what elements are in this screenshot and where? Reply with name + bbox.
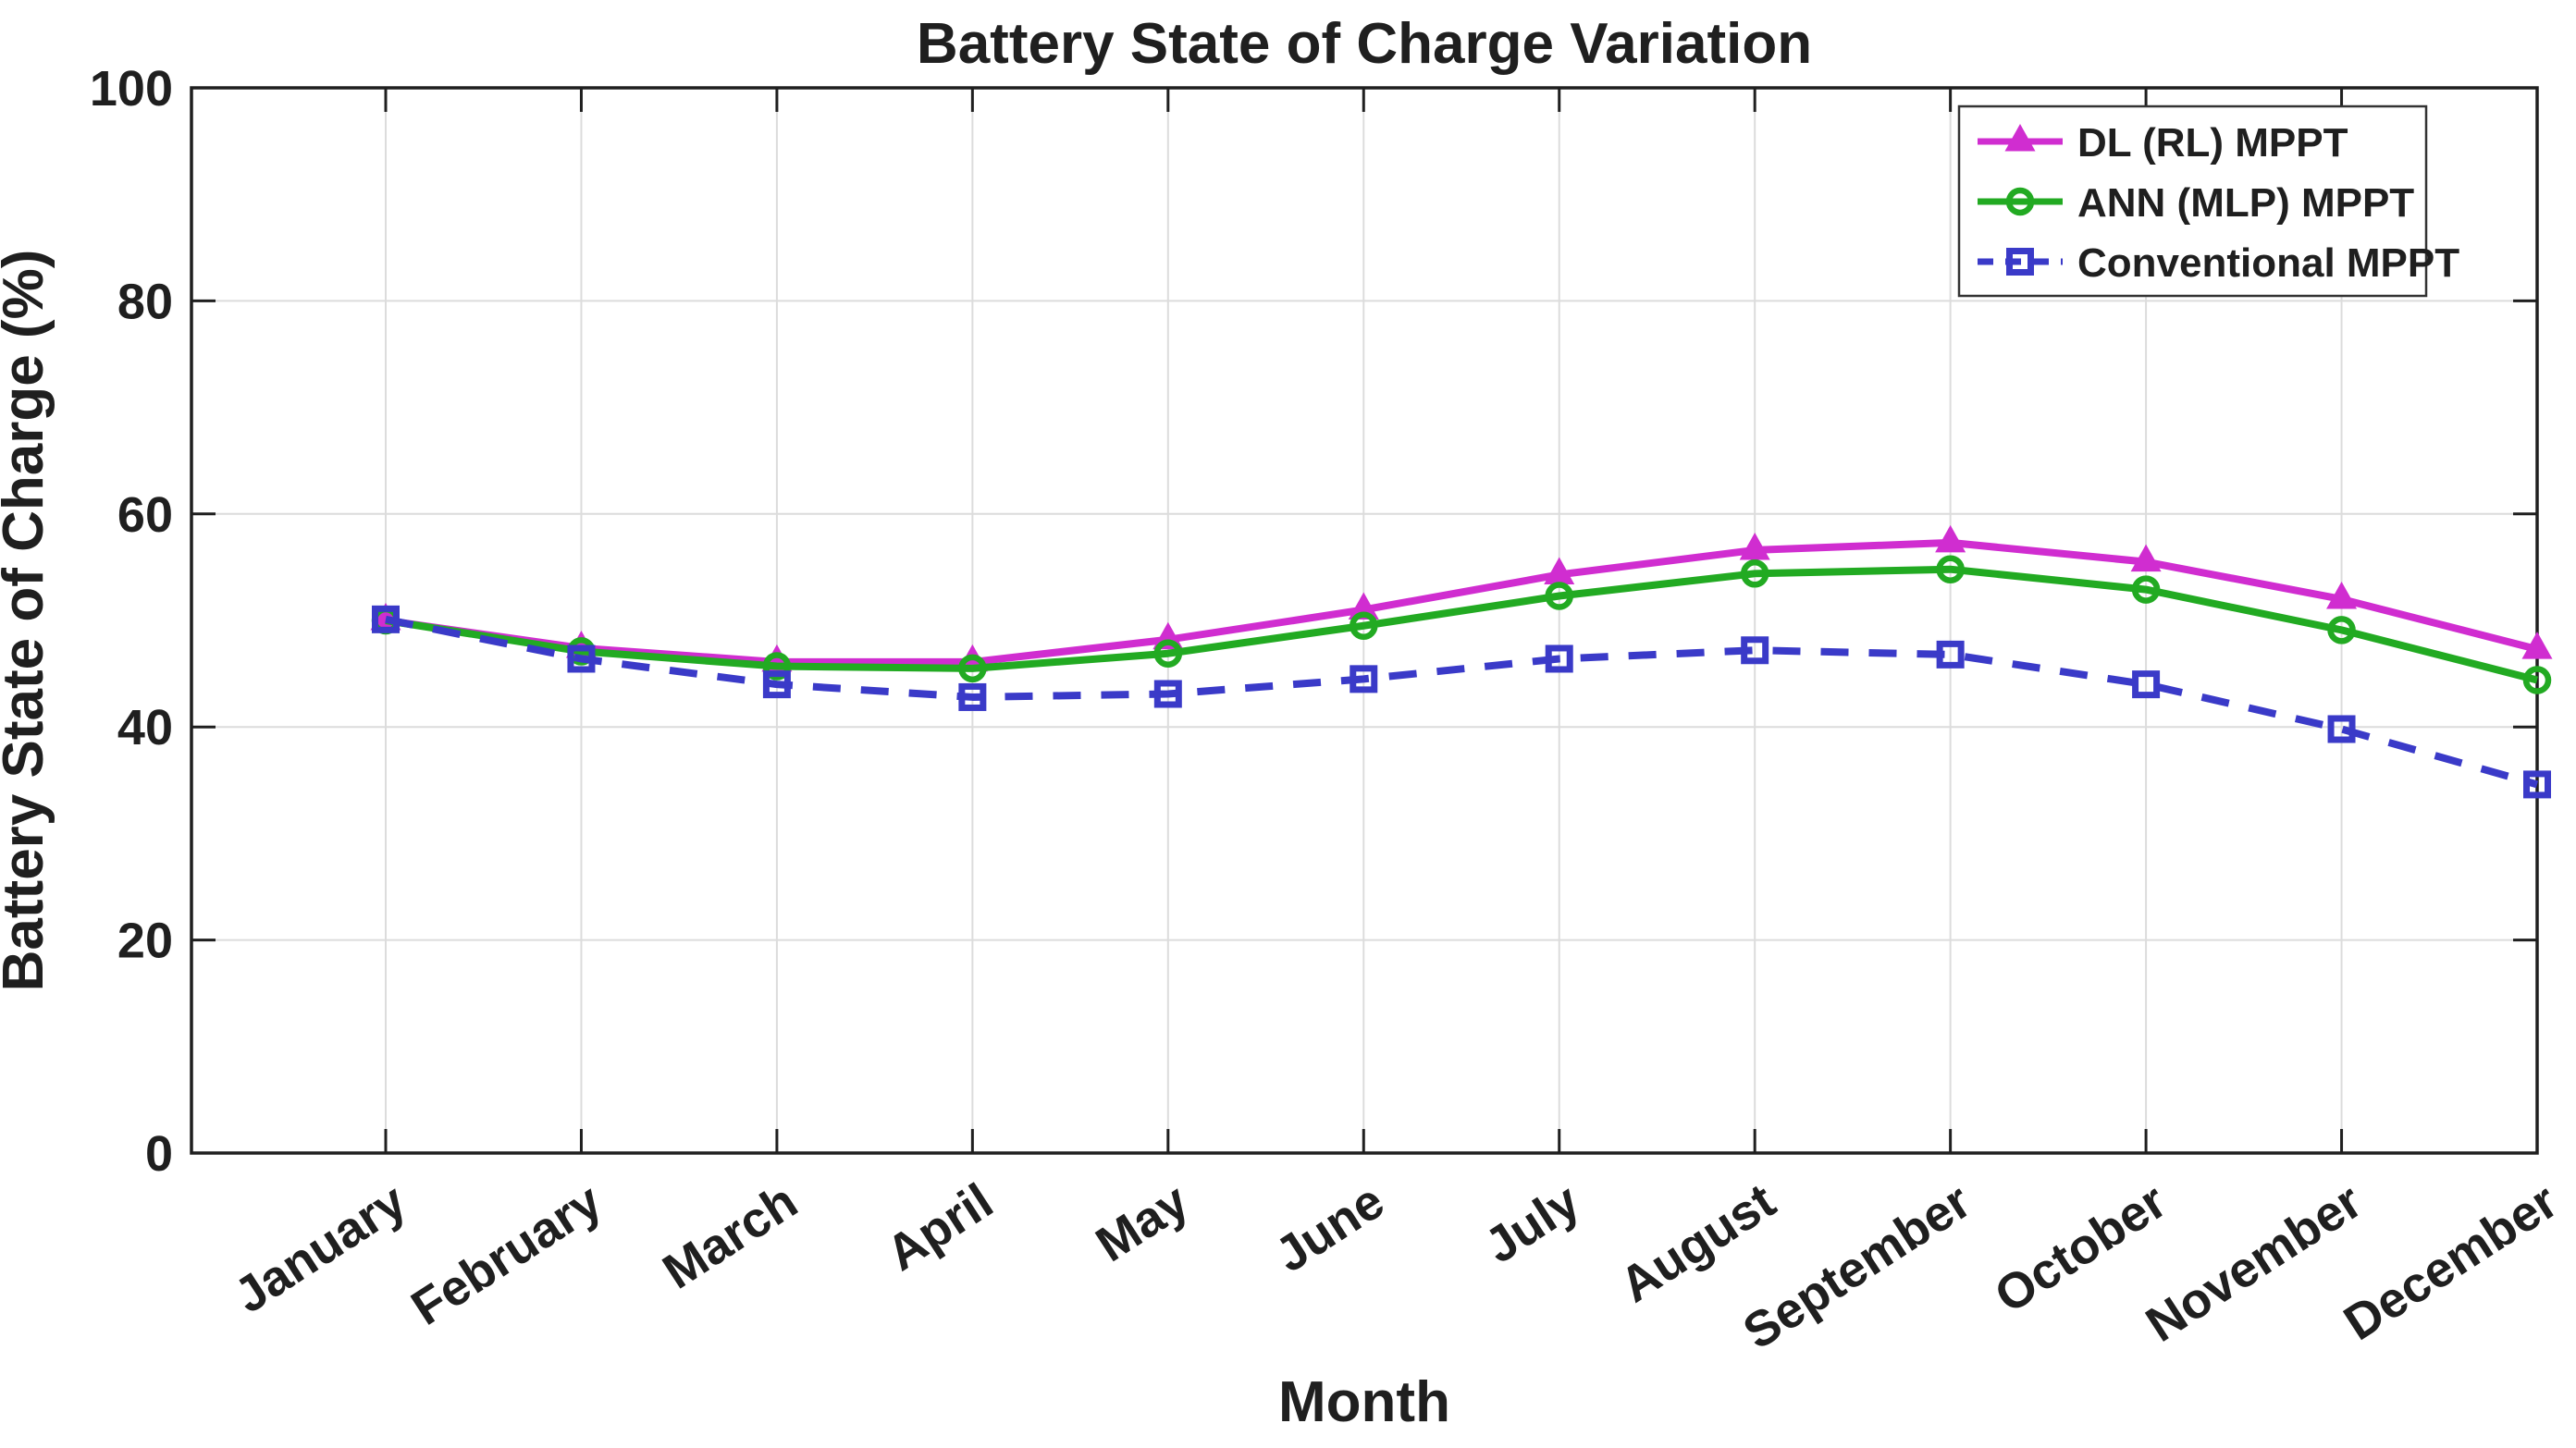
triangle-marker [2130, 544, 2162, 572]
x-tick-label: January [225, 1173, 415, 1324]
circle-marker [2522, 666, 2552, 694]
y-tick-label: 80 [117, 274, 173, 329]
y-tick-label: 60 [117, 487, 173, 543]
x-axis-label: Month [1278, 1370, 1450, 1434]
series-conventional-mppt [372, 605, 2551, 799]
square-marker [1936, 640, 1965, 669]
square-marker [958, 682, 987, 711]
triangle-marker [2326, 581, 2358, 609]
x-tick-label: December [2335, 1173, 2568, 1352]
legend: DL (RL) MPPT ANN (MLP) MPPT Conventional M… [1957, 104, 2459, 298]
x-tick-label: February [402, 1173, 611, 1336]
x-tick-label: June [1265, 1173, 1393, 1283]
triangle-marker [2004, 124, 2036, 152]
triangle-marker [2521, 632, 2553, 659]
x-tick-label: August [1610, 1173, 1785, 1314]
legend-label: Conventional MPPT [2077, 240, 2459, 286]
triangle-marker [1935, 524, 1966, 553]
square-marker [567, 644, 596, 673]
square-marker [2132, 670, 2161, 699]
y-tick-label: 40 [117, 700, 173, 755]
triangle-marker [1348, 592, 1379, 620]
triangle-marker [1739, 532, 1770, 560]
legend-item-conventional-mppt: Conventional MPPT [1978, 240, 2459, 286]
circle-marker [1350, 611, 1378, 641]
x-tick-label: May [1087, 1173, 1199, 1273]
series-ann-mlp-mppt [371, 555, 2552, 694]
x-tick-label: March [653, 1173, 807, 1300]
legend-label: ANN (MLP) MPPT [2077, 180, 2414, 226]
triangle-marker [1544, 557, 1575, 584]
square-marker [1350, 665, 1378, 693]
circle-marker [2005, 187, 2035, 216]
circle-marker [2327, 616, 2356, 644]
square-marker [1153, 680, 1182, 708]
square-marker [762, 670, 791, 699]
x-tick-label: November [2137, 1173, 2372, 1353]
legend-item-dl-rl-mppt: DL (RL) MPPT [1978, 120, 2348, 166]
legend-label: DL (RL) MPPT [2077, 120, 2348, 166]
circle-marker [1936, 555, 1965, 583]
y-tick-label: 20 [117, 914, 173, 969]
square-marker [372, 605, 400, 633]
circle-marker [958, 654, 987, 683]
circle-marker [1545, 582, 1573, 610]
chart-title: Battery State of Charge Variation [917, 12, 1812, 76]
y-tick-label: 100 [90, 61, 173, 117]
circle-marker [762, 652, 792, 681]
square-marker [2006, 248, 2034, 276]
y-tick-label: 0 [145, 1126, 173, 1182]
square-marker [1741, 636, 1769, 665]
square-marker [1545, 644, 1573, 673]
gridlines [191, 88, 2537, 1153]
legend-item-ann-mlp-mppt: ANN (MLP) MPPT [1978, 180, 2414, 226]
y-axis-label: Battery State of Charge (%) [0, 250, 55, 992]
square-marker [2327, 715, 2356, 743]
circle-marker [1153, 639, 1183, 668]
series-dl-rl-mppt [370, 524, 2553, 672]
square-marker [2523, 770, 2551, 799]
x-tick-label: July [1475, 1173, 1589, 1274]
tick-marks [191, 86, 2539, 1155]
series-line-ann-mlp-mppt [385, 565, 2538, 684]
x-tick-label: April [877, 1173, 1003, 1282]
series-line-conventional-mppt [385, 615, 2539, 789]
series-line-dl-rl-mppt [385, 538, 2538, 666]
circle-marker [2131, 575, 2161, 604]
circle-marker [1740, 559, 1769, 588]
